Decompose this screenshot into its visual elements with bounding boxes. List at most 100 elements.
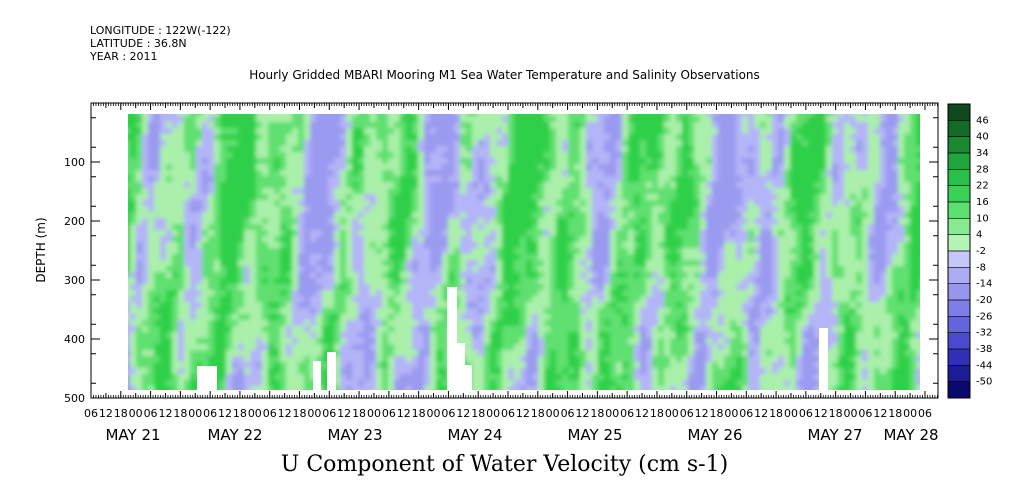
heatmap-cell bbox=[130, 254, 137, 261]
heatmap-cell bbox=[616, 368, 623, 375]
heatmap-cell bbox=[520, 164, 527, 171]
heatmap-cell bbox=[652, 386, 659, 390]
heatmap-cell bbox=[400, 224, 407, 231]
heatmap-cell bbox=[598, 224, 605, 231]
heatmap-cell bbox=[442, 128, 449, 135]
heatmap-cell bbox=[346, 188, 353, 195]
heatmap-cell bbox=[712, 326, 719, 333]
heatmap-cell bbox=[274, 212, 281, 219]
heatmap-cell bbox=[394, 242, 401, 249]
heatmap-cell bbox=[352, 344, 359, 351]
heatmap-cell bbox=[136, 116, 143, 123]
heatmap-cell bbox=[508, 114, 515, 117]
heatmap-cell bbox=[226, 230, 233, 237]
heatmap-cell bbox=[652, 164, 659, 171]
heatmap-cell bbox=[400, 326, 407, 333]
heatmap-cell bbox=[244, 158, 251, 165]
heatmap-cell bbox=[352, 170, 359, 177]
heatmap-cell bbox=[178, 332, 185, 339]
heatmap-cell bbox=[364, 152, 371, 159]
heatmap-cell bbox=[724, 308, 731, 315]
heatmap-cell bbox=[226, 350, 233, 357]
heatmap-cell bbox=[724, 134, 731, 141]
heatmap-cell bbox=[238, 182, 245, 189]
heatmap-cell bbox=[604, 344, 611, 351]
heatmap-cell bbox=[358, 158, 365, 165]
heatmap-cell bbox=[358, 230, 365, 237]
heatmap-cell bbox=[730, 182, 737, 189]
heatmap-cell bbox=[130, 284, 137, 291]
heatmap-cell bbox=[616, 200, 623, 207]
heatmap-cell bbox=[586, 140, 593, 147]
heatmap-cell bbox=[442, 200, 449, 207]
heatmap-cell bbox=[370, 368, 377, 375]
heatmap-cell bbox=[598, 200, 605, 207]
heatmap-cell bbox=[706, 338, 713, 345]
heatmap-cell bbox=[508, 344, 515, 351]
heatmap-cell bbox=[448, 116, 455, 123]
heatmap-cell bbox=[202, 302, 209, 309]
heatmap-cell bbox=[646, 386, 653, 390]
heatmap-cell bbox=[130, 320, 137, 327]
heatmap-cell bbox=[442, 182, 449, 189]
heatmap-cell bbox=[688, 206, 695, 213]
heatmap-cell bbox=[364, 114, 371, 117]
heatmap-cell bbox=[202, 338, 209, 345]
heatmap-cell bbox=[340, 386, 347, 390]
heatmap-cell bbox=[328, 290, 335, 297]
heatmap-cell bbox=[742, 116, 749, 123]
heatmap-cell bbox=[670, 368, 677, 375]
heatmap-cell bbox=[142, 260, 149, 267]
heatmap-cell bbox=[376, 218, 383, 225]
heatmap-cell bbox=[640, 194, 647, 201]
heatmap-cell bbox=[544, 176, 551, 183]
heatmap-cell bbox=[532, 368, 539, 375]
heatmap-cell bbox=[610, 338, 617, 345]
heatmap-cell bbox=[556, 278, 563, 285]
heatmap-cell bbox=[724, 164, 731, 171]
heatmap-cell bbox=[616, 236, 623, 243]
heatmap-cell bbox=[220, 236, 227, 243]
heatmap-cell bbox=[478, 194, 485, 201]
heatmap-cell bbox=[262, 296, 269, 303]
heatmap-cell bbox=[424, 230, 431, 237]
heatmap-cell bbox=[742, 254, 749, 261]
heatmap-cell bbox=[376, 356, 383, 363]
heatmap-cell bbox=[508, 230, 515, 237]
heatmap-cell bbox=[382, 290, 389, 297]
heatmap-cell bbox=[592, 260, 599, 267]
heatmap-cell bbox=[394, 356, 401, 363]
heatmap-cell bbox=[550, 114, 557, 117]
heatmap-cell bbox=[250, 152, 257, 159]
heatmap-cell bbox=[238, 114, 245, 117]
heatmap-cell bbox=[694, 146, 701, 153]
heatmap-cell bbox=[310, 338, 317, 345]
heatmap-cell bbox=[544, 368, 551, 375]
heatmap-cell bbox=[172, 296, 179, 303]
heatmap-cell bbox=[598, 386, 605, 390]
heatmap-cell bbox=[718, 188, 725, 195]
heatmap-cell bbox=[334, 260, 341, 267]
heatmap-cell bbox=[502, 218, 509, 225]
heatmap-cell bbox=[166, 350, 173, 357]
heatmap-cell bbox=[400, 200, 407, 207]
heatmap-cell bbox=[544, 218, 551, 225]
heatmap-cell bbox=[208, 176, 215, 183]
heatmap-cell bbox=[364, 206, 371, 213]
heatmap-cell bbox=[128, 350, 131, 357]
heatmap-cell bbox=[706, 332, 713, 339]
heatmap-cell bbox=[562, 122, 569, 129]
heatmap-cell bbox=[628, 278, 635, 285]
heatmap-cell bbox=[430, 158, 437, 165]
heatmap-cell bbox=[250, 114, 257, 117]
heatmap-cell bbox=[292, 362, 299, 369]
heatmap-cell bbox=[130, 296, 137, 303]
heatmap-cell bbox=[388, 326, 395, 333]
heatmap-cell bbox=[214, 242, 221, 249]
heatmap-cell bbox=[310, 194, 317, 201]
heatmap-cell bbox=[280, 134, 287, 141]
heatmap-cell bbox=[256, 254, 263, 261]
heatmap-cell bbox=[382, 128, 389, 135]
heatmap-cell bbox=[202, 200, 209, 207]
heatmap-cell bbox=[700, 356, 707, 363]
